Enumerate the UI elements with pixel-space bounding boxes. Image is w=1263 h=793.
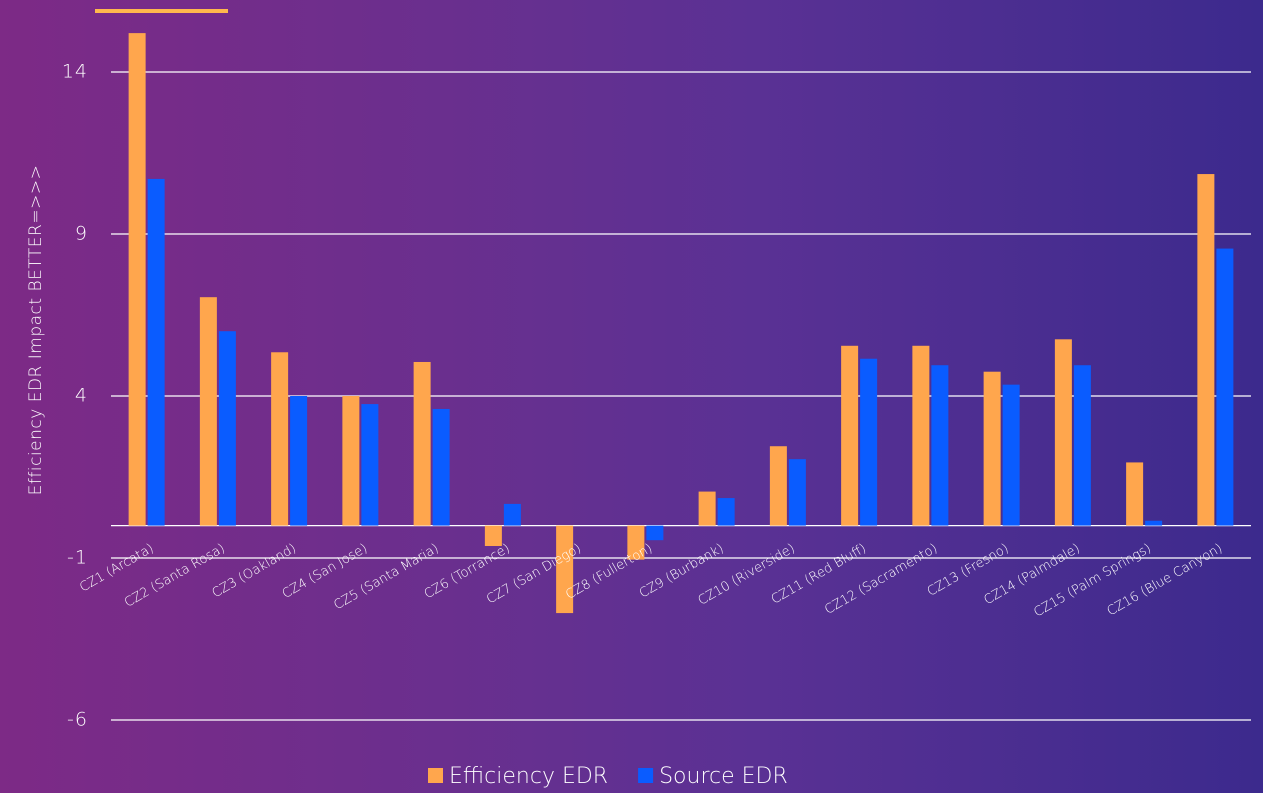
bar bbox=[432, 408, 450, 526]
legend-label: Efficiency EDR bbox=[449, 764, 608, 789]
bar bbox=[503, 503, 521, 526]
bar bbox=[983, 371, 1001, 526]
y-tick-label: 9 bbox=[75, 223, 88, 245]
bar bbox=[147, 178, 165, 526]
bar bbox=[1126, 462, 1144, 526]
bar bbox=[1145, 520, 1163, 526]
y-tick-label: 14 bbox=[62, 61, 88, 83]
bar bbox=[788, 459, 806, 526]
y-axis-title: Efficiency EDR Impact BETTER=>>> bbox=[26, 165, 46, 496]
bar bbox=[290, 396, 308, 526]
bar bbox=[361, 404, 379, 526]
bar bbox=[413, 361, 431, 526]
bar bbox=[271, 352, 289, 526]
legend-swatch bbox=[638, 768, 654, 783]
x-tick-label: CZ15 (Palm Springs) bbox=[1031, 541, 1153, 620]
bar bbox=[698, 491, 716, 526]
y-tick-label: -1 bbox=[67, 547, 88, 569]
bar bbox=[1216, 248, 1234, 526]
bar bbox=[218, 331, 236, 526]
bar bbox=[1073, 365, 1091, 526]
bar bbox=[484, 525, 502, 547]
bar bbox=[717, 498, 735, 526]
bar bbox=[1197, 174, 1215, 526]
bar bbox=[128, 33, 146, 526]
legend-swatch bbox=[428, 768, 443, 783]
y-tick-label: 4 bbox=[75, 385, 88, 407]
bar bbox=[199, 297, 217, 526]
bar bbox=[769, 446, 787, 526]
bar bbox=[1054, 339, 1072, 526]
bar bbox=[627, 525, 645, 560]
bar bbox=[931, 365, 949, 526]
bar bbox=[841, 345, 859, 526]
bar bbox=[1002, 384, 1020, 526]
bar bbox=[556, 525, 574, 614]
y-tick-label: -6 bbox=[67, 709, 88, 731]
bar bbox=[646, 525, 664, 541]
bar bbox=[912, 345, 930, 526]
bar bbox=[342, 396, 360, 526]
legend-label: Source EDR bbox=[659, 764, 788, 789]
bar bbox=[860, 358, 878, 526]
x-tick-label: CZ16 (Blue Canyon) bbox=[1105, 541, 1225, 619]
